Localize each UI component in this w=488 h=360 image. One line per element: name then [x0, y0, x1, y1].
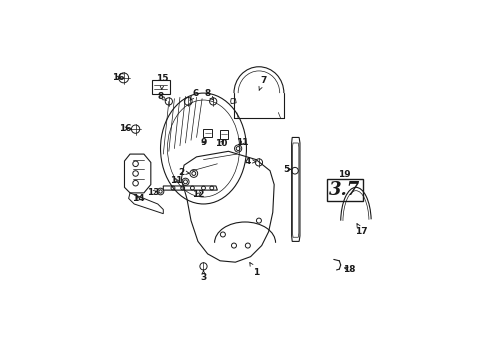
Text: 1: 1 [249, 262, 259, 277]
Text: 16: 16 [119, 124, 131, 133]
Text: 19: 19 [337, 170, 350, 179]
Text: 9: 9 [201, 138, 207, 147]
Text: 8: 8 [204, 89, 213, 100]
Text: 16: 16 [112, 73, 124, 82]
Text: 14: 14 [132, 194, 144, 203]
Text: 7: 7 [259, 76, 266, 90]
Text: 13: 13 [146, 188, 159, 197]
Text: 5: 5 [283, 165, 290, 174]
Text: 8: 8 [157, 92, 166, 101]
Bar [152, 80, 170, 94]
Text: 15: 15 [156, 74, 168, 89]
Text: 4: 4 [244, 157, 256, 166]
Text: 3.7: 3.7 [328, 181, 360, 199]
Text: 10: 10 [215, 139, 227, 148]
Text: 17: 17 [354, 224, 367, 236]
Text: 11: 11 [170, 176, 182, 185]
Text: 11: 11 [236, 139, 248, 148]
Bar [326, 179, 362, 201]
Bar [220, 130, 228, 139]
Text: 12: 12 [192, 190, 204, 199]
Text: 3: 3 [200, 270, 206, 282]
Text: 6: 6 [189, 89, 199, 100]
Text: 18: 18 [342, 265, 355, 274]
Bar [203, 129, 211, 138]
Text: 2: 2 [179, 168, 189, 177]
